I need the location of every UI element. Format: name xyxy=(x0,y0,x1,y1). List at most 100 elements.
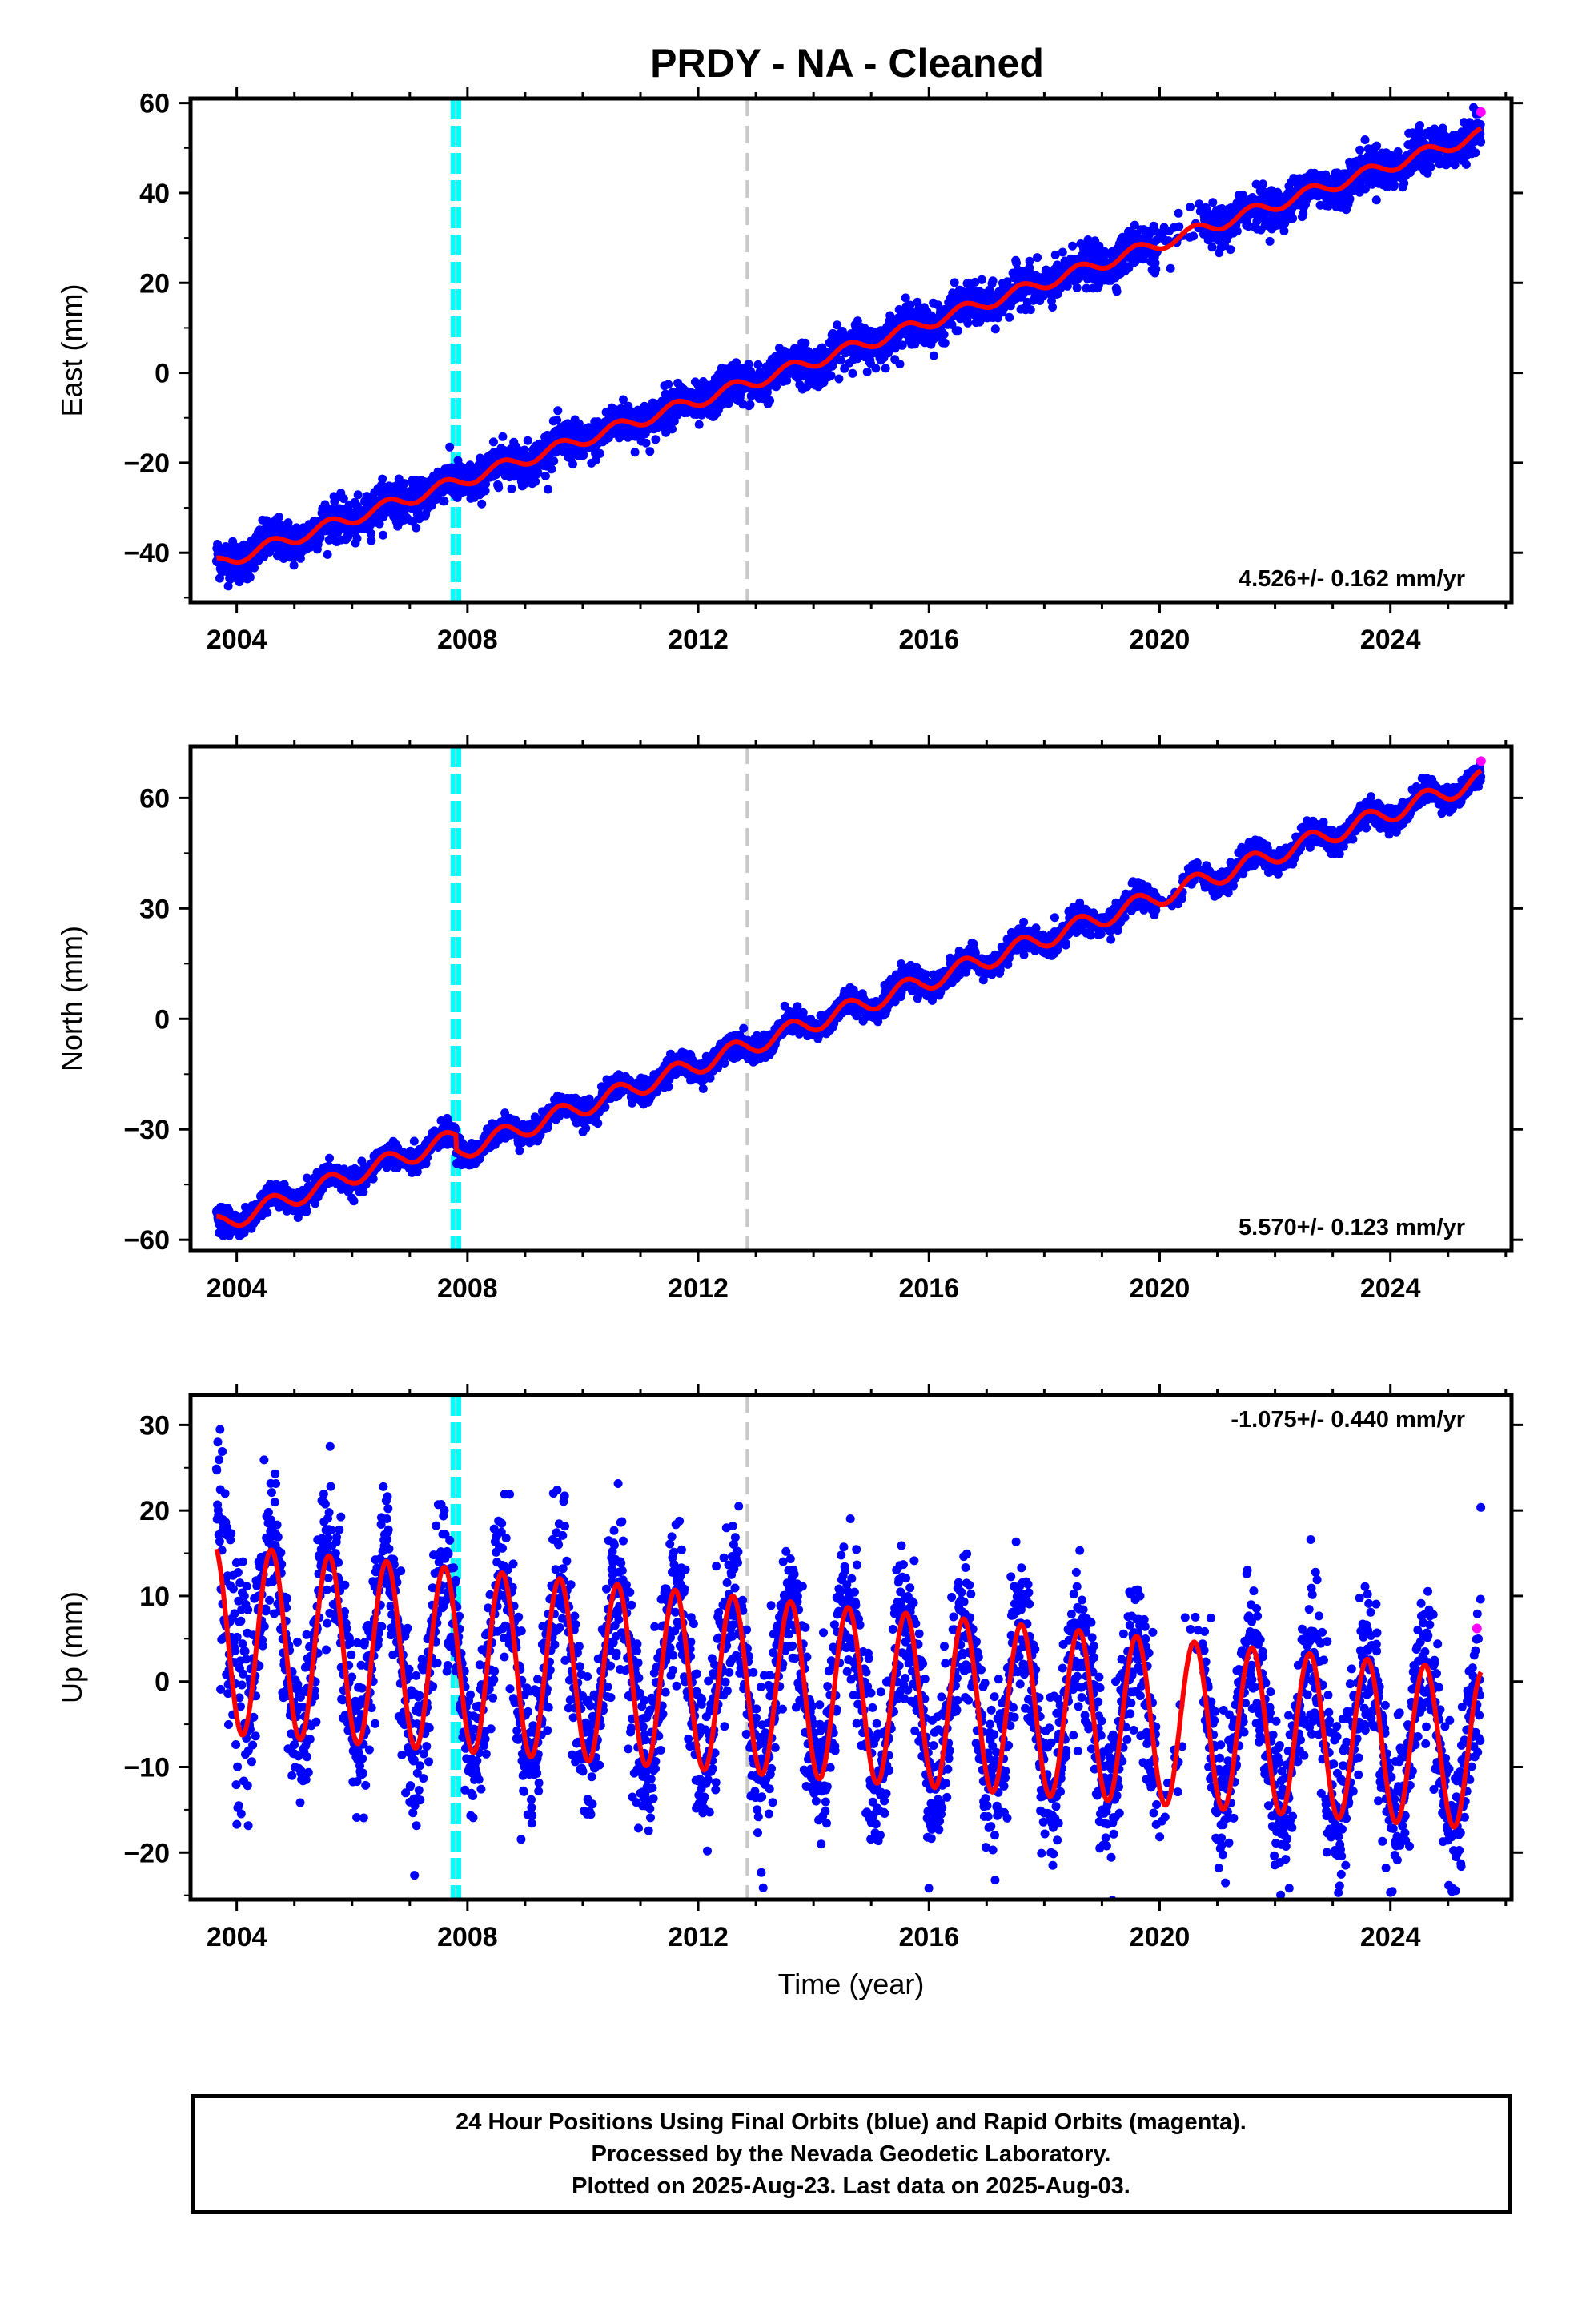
data-point xyxy=(325,1153,334,1163)
data-point xyxy=(929,351,938,360)
data-point xyxy=(477,499,487,509)
data-point xyxy=(1208,198,1218,207)
data-point xyxy=(1174,208,1183,218)
data-point xyxy=(1476,119,1485,129)
data-point xyxy=(963,318,973,328)
data-point xyxy=(871,364,881,373)
data-point xyxy=(1258,179,1267,189)
data-point xyxy=(1166,263,1175,273)
data-point xyxy=(939,330,949,340)
data-point xyxy=(1407,128,1417,138)
data-point xyxy=(954,326,962,336)
data-point xyxy=(250,563,259,573)
data-point xyxy=(1186,203,1195,212)
x-tick-label-east: 2004 xyxy=(207,625,267,655)
data-point xyxy=(531,476,540,486)
data-point xyxy=(1058,247,1067,257)
data-point xyxy=(400,479,409,489)
data-point xyxy=(1426,163,1435,171)
data-point xyxy=(245,573,255,582)
y-tick-label-east: −20 xyxy=(123,448,170,479)
data-point xyxy=(1189,231,1199,241)
data-point xyxy=(651,435,661,444)
data-point xyxy=(848,368,857,378)
data-point xyxy=(378,474,387,484)
data-point xyxy=(1345,194,1355,203)
data-point xyxy=(547,464,556,474)
data-point xyxy=(950,278,959,287)
data-point xyxy=(498,432,508,441)
data-point xyxy=(520,445,529,455)
data-point xyxy=(568,460,577,469)
chart-title: PRDY - NA - Cleaned xyxy=(650,41,1044,86)
data-point xyxy=(349,1196,359,1206)
rate-label-east: 4.526+/- 0.162 mm/yr xyxy=(1239,566,1465,592)
y-axis-label-east: East (mm) xyxy=(55,284,88,417)
data-point xyxy=(1415,121,1424,130)
plot-area-north xyxy=(211,746,1486,1251)
data-point xyxy=(302,1173,311,1183)
data-point xyxy=(533,468,543,477)
data-point xyxy=(591,456,600,465)
data-point xyxy=(1033,253,1042,263)
data-point xyxy=(1461,159,1471,169)
data-point xyxy=(275,513,283,522)
data-point xyxy=(753,360,763,369)
data-point xyxy=(440,497,449,506)
data-point xyxy=(901,293,910,303)
data-point xyxy=(1100,247,1110,256)
data-point xyxy=(367,536,376,545)
data-point xyxy=(409,1136,419,1146)
data-point xyxy=(1112,287,1122,296)
data-point xyxy=(596,448,604,458)
data-point xyxy=(553,406,563,416)
data-point xyxy=(1151,264,1161,274)
data-point xyxy=(801,338,810,348)
data-point xyxy=(744,360,753,369)
data-point xyxy=(1389,180,1399,190)
data-point xyxy=(836,356,845,365)
data-point xyxy=(213,540,223,549)
data-point xyxy=(375,519,384,529)
data-point xyxy=(427,501,436,510)
data-point xyxy=(1355,145,1365,155)
data-point xyxy=(333,528,343,537)
data-point xyxy=(1299,209,1308,219)
data-point xyxy=(1371,195,1381,205)
y-tick-label-east: 40 xyxy=(139,179,170,209)
data-point xyxy=(315,533,325,542)
data-point xyxy=(302,1206,311,1216)
data-point xyxy=(1072,283,1082,292)
data-point xyxy=(1025,256,1034,266)
data-point xyxy=(223,581,233,591)
final-orbit-points-east xyxy=(211,103,1486,591)
data-point xyxy=(515,1146,524,1156)
data-point xyxy=(379,530,387,540)
data-point xyxy=(645,447,655,456)
panel-north: 2004 2008 2012 2016 2020 2024−60−3003060North… xyxy=(55,735,1523,1304)
y-tick-label-east: 60 xyxy=(139,89,170,119)
data-point xyxy=(694,420,704,429)
data-point xyxy=(772,382,781,392)
data-point xyxy=(1360,184,1370,194)
data-point xyxy=(445,442,455,452)
data-point xyxy=(552,416,562,425)
data-point xyxy=(1082,283,1091,293)
data-point xyxy=(1005,312,1014,322)
data-point xyxy=(579,450,588,460)
x-tick-label-east: 2012 xyxy=(668,625,729,655)
data-point xyxy=(641,438,651,448)
x-tick-label-east: 2024 xyxy=(1360,625,1421,655)
panel-east: 2004 2008 2012 2016 2020 2024−40−200204060Eas… xyxy=(55,87,1523,655)
data-point xyxy=(1393,147,1403,156)
data-point xyxy=(630,448,640,457)
plot-frame-east xyxy=(188,96,1514,605)
data-point xyxy=(1047,296,1056,305)
data-point xyxy=(412,523,421,533)
data-point xyxy=(1083,235,1093,244)
data-point xyxy=(1279,227,1289,235)
data-point xyxy=(990,324,1000,334)
data-point xyxy=(834,374,844,384)
data-point xyxy=(940,338,950,348)
data-point xyxy=(619,395,628,404)
